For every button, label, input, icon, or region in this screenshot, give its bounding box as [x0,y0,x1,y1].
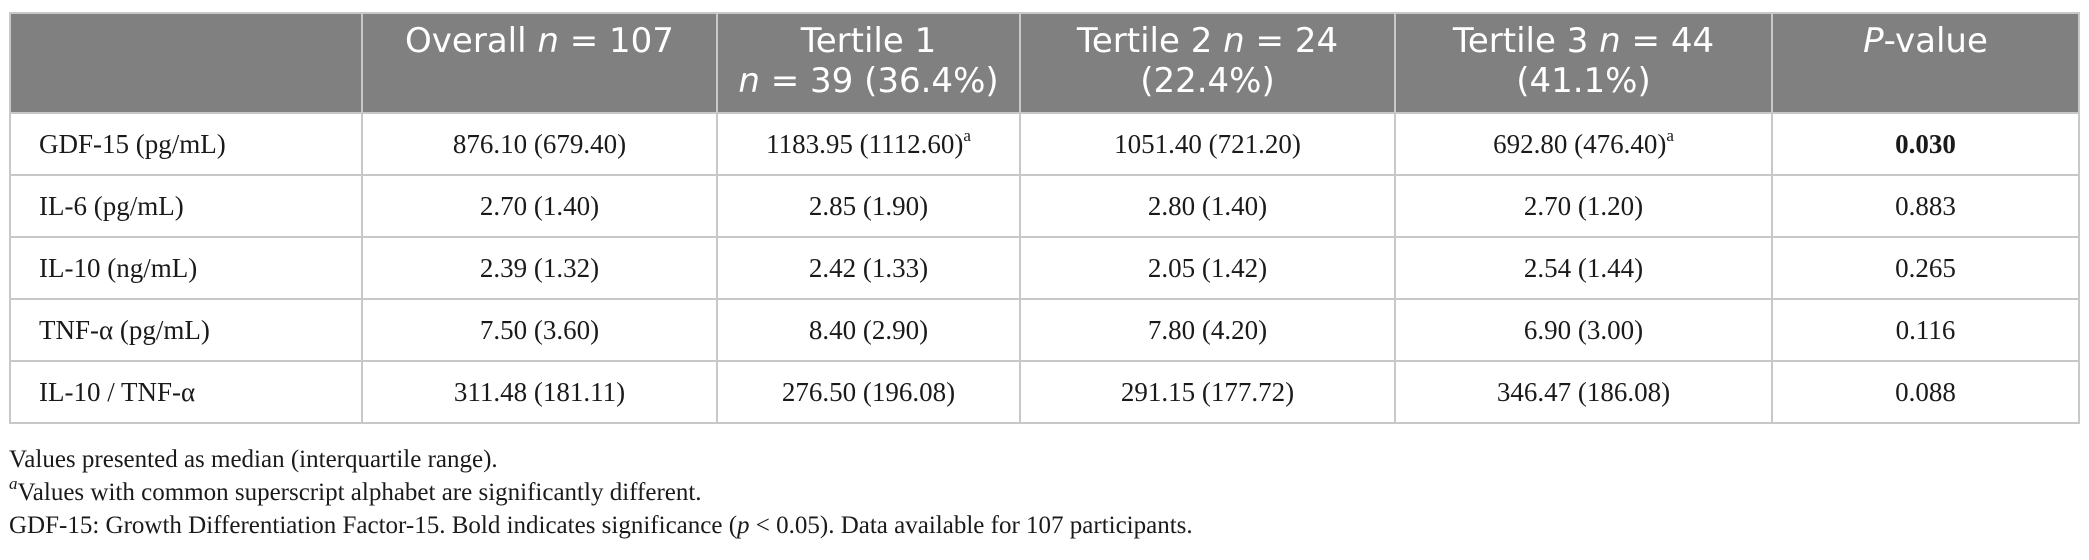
cell-tertile-2: 2.05 (1.42) [1019,236,1396,300]
cell-tertile-3: 2.54 (1.44) [1394,236,1773,300]
header-t2-line2: (22.4%) [1140,61,1275,101]
header-t2-line1a: Tertile 2 [1076,21,1224,61]
table-row: GDF-15 (pg/mL) 876.10 (679.40) 1183.95 (… [9,112,2080,176]
header-p-symbol: P [1863,21,1884,61]
footnote-abbreviation: GDF-15: Growth Differentiation Factor-15… [9,509,2069,542]
row-label: GDF-15 (pg/mL) [9,112,363,176]
header-overall: Overall n = 107 [361,12,718,114]
table-footnotes: Values presented as median (interquartil… [9,443,2069,542]
header-t1-line2: = 39 (36.4%) [759,61,999,101]
cell-tertile-2: 7.80 (4.20) [1019,298,1396,362]
header-t3-line1b: = 44 [1620,21,1715,61]
cell-p-value: 0.030 [1771,112,2080,176]
footnote-abbrev-part1: GDF-15: Growth Differentiation Factor-15… [9,512,738,539]
header-tertile-2: Tertile 2 n = 24 (22.4%) [1019,12,1396,114]
cell-tertile-3: 346.47 (186.08) [1394,360,1773,424]
cell-p-value: 0.883 [1771,174,2080,238]
cell-p-value: 0.088 [1771,360,2080,424]
row-label: IL-10 / TNF-α [9,360,363,424]
header-t3-line1a: Tertile 3 [1452,21,1600,61]
cell-overall: 876.10 (679.40) [361,112,718,176]
header-t3-n: n [1599,21,1621,61]
row-label: IL-10 (ng/mL) [9,236,363,300]
cell-tertile-2: 291.15 (177.72) [1019,360,1396,424]
footnote-superscript-text: Values with common superscript alphabet … [17,479,702,506]
footnote-superscript-marker: a [9,473,18,493]
header-t3-line2: (41.1%) [1516,61,1651,101]
row-label: TNF-α (pg/mL) [9,298,363,362]
header-p-value: P-value [1771,12,2080,114]
cell-p-value: 0.265 [1771,236,2080,300]
table-row: IL-6 (pg/mL) 2.70 (1.40) 2.85 (1.90) 2.8… [9,174,2080,238]
header-tertile-1: Tertile 1 n = 39 (36.4%) [716,12,1021,114]
header-corner [9,12,363,114]
cell-value: 692.80 (476.40) [1493,128,1667,159]
header-t2-n: n [1223,21,1245,61]
table-row: TNF-α (pg/mL) 7.50 (3.60) 8.40 (2.90) 7.… [9,298,2080,362]
cell-tertile-1: 8.40 (2.90) [716,298,1021,362]
cell-value: 1183.95 (1112.60) [766,128,964,159]
footnote-superscript: aValues with common superscript alphabet… [9,473,2069,509]
header-overall-n: n [537,21,559,61]
header-p-suffix: -value [1883,21,1988,61]
superscript-marker: a [963,125,971,145]
footnote-median: Values presented as median (interquartil… [9,446,498,473]
superscript-marker: a [1666,125,1674,145]
footnote-abbrev-part2: < 0.05). Data available for 107 particip… [749,512,1193,539]
footnote-p-symbol: p [737,512,750,539]
header-overall-prefix: Overall [405,21,538,61]
cell-tertile-1: 1183.95 (1112.60)a [716,112,1021,176]
table-row: IL-10 / TNF-α 311.48 (181.11) 276.50 (19… [9,360,2080,424]
header-t1-n: n [738,61,760,101]
cell-tertile-3: 692.80 (476.40)a [1394,112,1773,176]
cell-tertile-2: 1051.40 (721.20) [1019,112,1396,176]
row-label: IL-6 (pg/mL) [9,174,363,238]
cell-overall: 2.39 (1.32) [361,236,718,300]
cell-tertile-1: 2.85 (1.90) [716,174,1021,238]
header-overall-suffix: = 107 [558,21,674,61]
cell-tertile-1: 2.42 (1.33) [716,236,1021,300]
cell-p-value: 0.116 [1771,298,2080,362]
cell-overall: 2.70 (1.40) [361,174,718,238]
cell-tertile-3: 2.70 (1.20) [1394,174,1773,238]
table-row: IL-10 (ng/mL) 2.39 (1.32) 2.42 (1.33) 2.… [9,236,2080,300]
header-t2-line1b: = 24 [1244,21,1339,61]
cell-tertile-3: 6.90 (3.00) [1394,298,1773,362]
cell-tertile-1: 276.50 (196.08) [716,360,1021,424]
header-t1-line1: Tertile 1 [800,21,937,61]
header-tertile-3: Tertile 3 n = 44 (41.1%) [1394,12,1773,114]
cell-overall: 311.48 (181.11) [361,360,718,424]
cell-overall: 7.50 (3.60) [361,298,718,362]
cell-tertile-2: 2.80 (1.40) [1019,174,1396,238]
